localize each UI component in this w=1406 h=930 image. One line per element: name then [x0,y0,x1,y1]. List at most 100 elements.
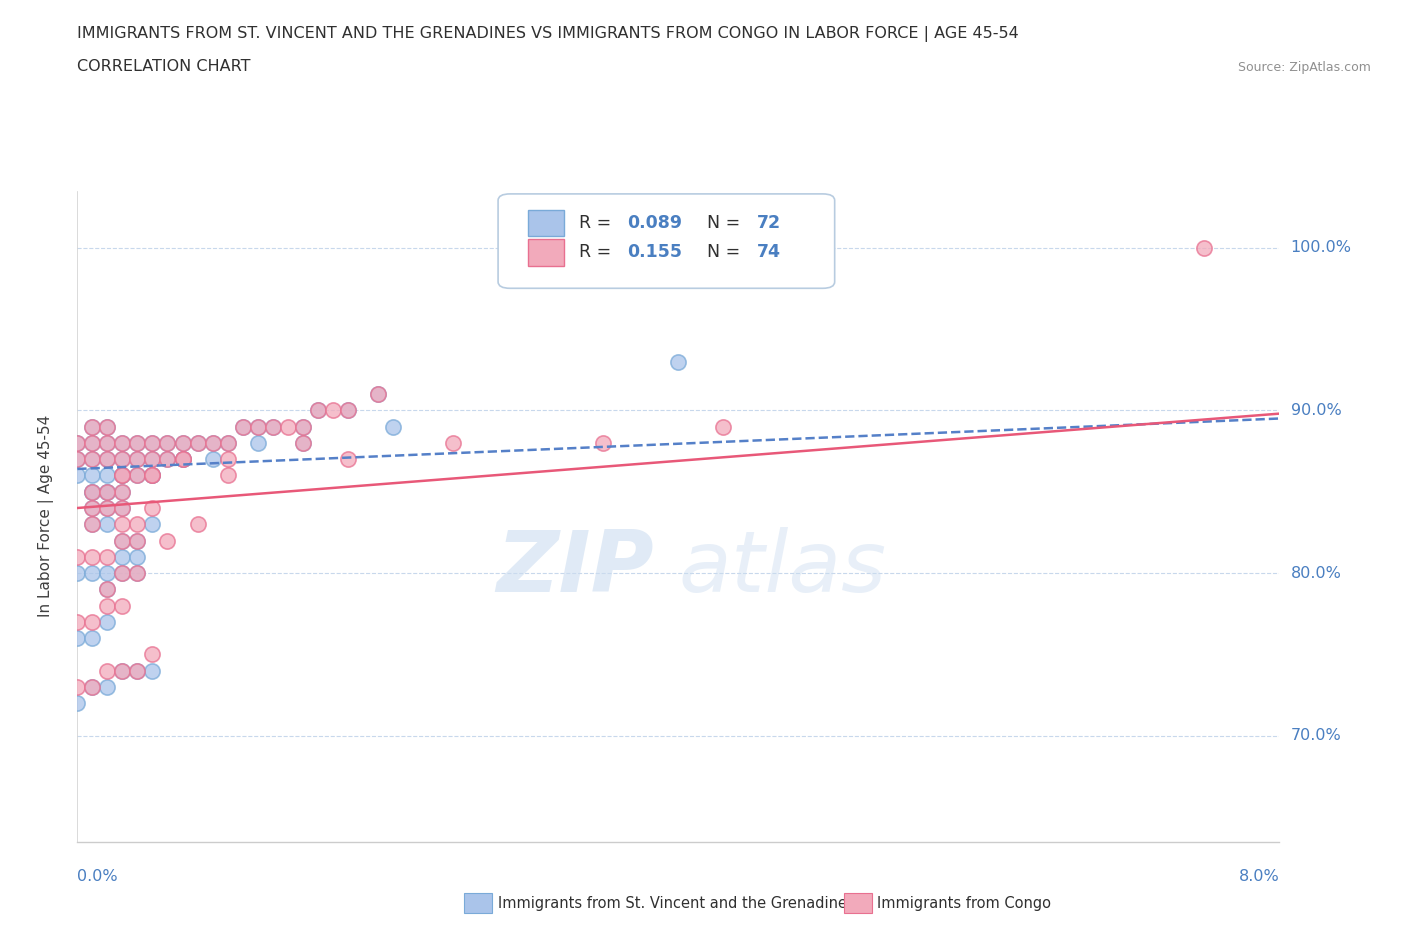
Point [127,452,149,467]
Point [141,435,163,450]
Point [111,468,134,483]
Point [96,419,118,434]
Point [156,435,179,450]
Point [127,517,149,532]
Point [66,468,89,483]
Point [96,582,118,597]
Point [307,403,329,418]
Point [381,419,404,434]
Point [66,696,89,711]
Point [141,468,163,483]
Point [127,435,149,450]
Point [82,435,104,450]
Point [172,452,194,467]
Point [336,403,359,418]
Text: IMMIGRANTS FROM ST. VINCENT AND THE GRENADINES VS IMMIGRANTS FROM CONGO IN LABOR: IMMIGRANTS FROM ST. VINCENT AND THE GREN… [77,26,1019,42]
Point [336,403,359,418]
Point [96,550,118,565]
Point [82,680,104,695]
Point [111,435,134,450]
Text: 74: 74 [756,244,780,261]
Point [66,452,89,467]
Point [127,468,149,483]
Point [66,615,89,630]
Point [111,468,134,483]
Point [217,452,239,467]
Point [96,582,118,597]
Point [96,419,118,434]
Point [156,533,179,548]
Point [111,500,134,515]
Point [111,485,134,499]
Point [201,435,224,450]
Point [66,550,89,565]
Text: 80.0%: 80.0% [1291,565,1341,580]
Point [186,435,209,450]
Point [127,435,149,450]
Point [262,419,284,434]
Point [246,419,269,434]
Point [232,419,254,434]
Text: Immigrants from St. Vincent and the Grenadines: Immigrants from St. Vincent and the Gren… [498,896,855,910]
Point [111,550,134,565]
Point [66,435,89,450]
Point [82,550,104,565]
Point [111,468,134,483]
Point [291,435,314,450]
Point [156,435,179,450]
Point [96,680,118,695]
Point [127,663,149,678]
Point [127,533,149,548]
Point [111,517,134,532]
Text: Source: ZipAtlas.com: Source: ZipAtlas.com [1237,61,1371,74]
Point [172,452,194,467]
Point [291,419,314,434]
Point [82,517,104,532]
Point [246,419,269,434]
Text: CORRELATION CHART: CORRELATION CHART [77,60,250,74]
Point [1194,240,1216,255]
Point [441,435,464,450]
Point [217,435,239,450]
Point [246,435,269,450]
Point [82,615,104,630]
Point [367,387,389,402]
Point [96,468,118,483]
Point [322,403,344,418]
Text: ZIP: ZIP [496,526,654,610]
Point [141,435,163,450]
Point [141,468,163,483]
Point [96,500,118,515]
Point [82,517,104,532]
Point [127,550,149,565]
Point [66,680,89,695]
Point [111,533,134,548]
Point [141,452,163,467]
Text: Immigrants from Congo: Immigrants from Congo [877,896,1052,910]
Text: 8.0%: 8.0% [1239,870,1279,884]
Text: 70.0%: 70.0% [1291,728,1341,743]
Point [96,452,118,467]
Point [82,485,104,499]
Point [592,435,614,450]
FancyBboxPatch shape [498,194,835,288]
Point [127,533,149,548]
Point [291,435,314,450]
Text: 100.0%: 100.0% [1291,240,1351,255]
Text: atlas: atlas [679,526,886,610]
Point [111,500,134,515]
Point [141,500,163,515]
Point [111,452,134,467]
Text: 0.089: 0.089 [627,214,682,232]
Point [127,452,149,467]
Point [66,565,89,580]
Point [186,435,209,450]
Point [82,631,104,645]
Point [82,468,104,483]
Point [201,452,224,467]
Point [367,387,389,402]
Text: 0.0%: 0.0% [77,870,118,884]
Point [232,419,254,434]
Point [96,500,118,515]
Point [127,565,149,580]
